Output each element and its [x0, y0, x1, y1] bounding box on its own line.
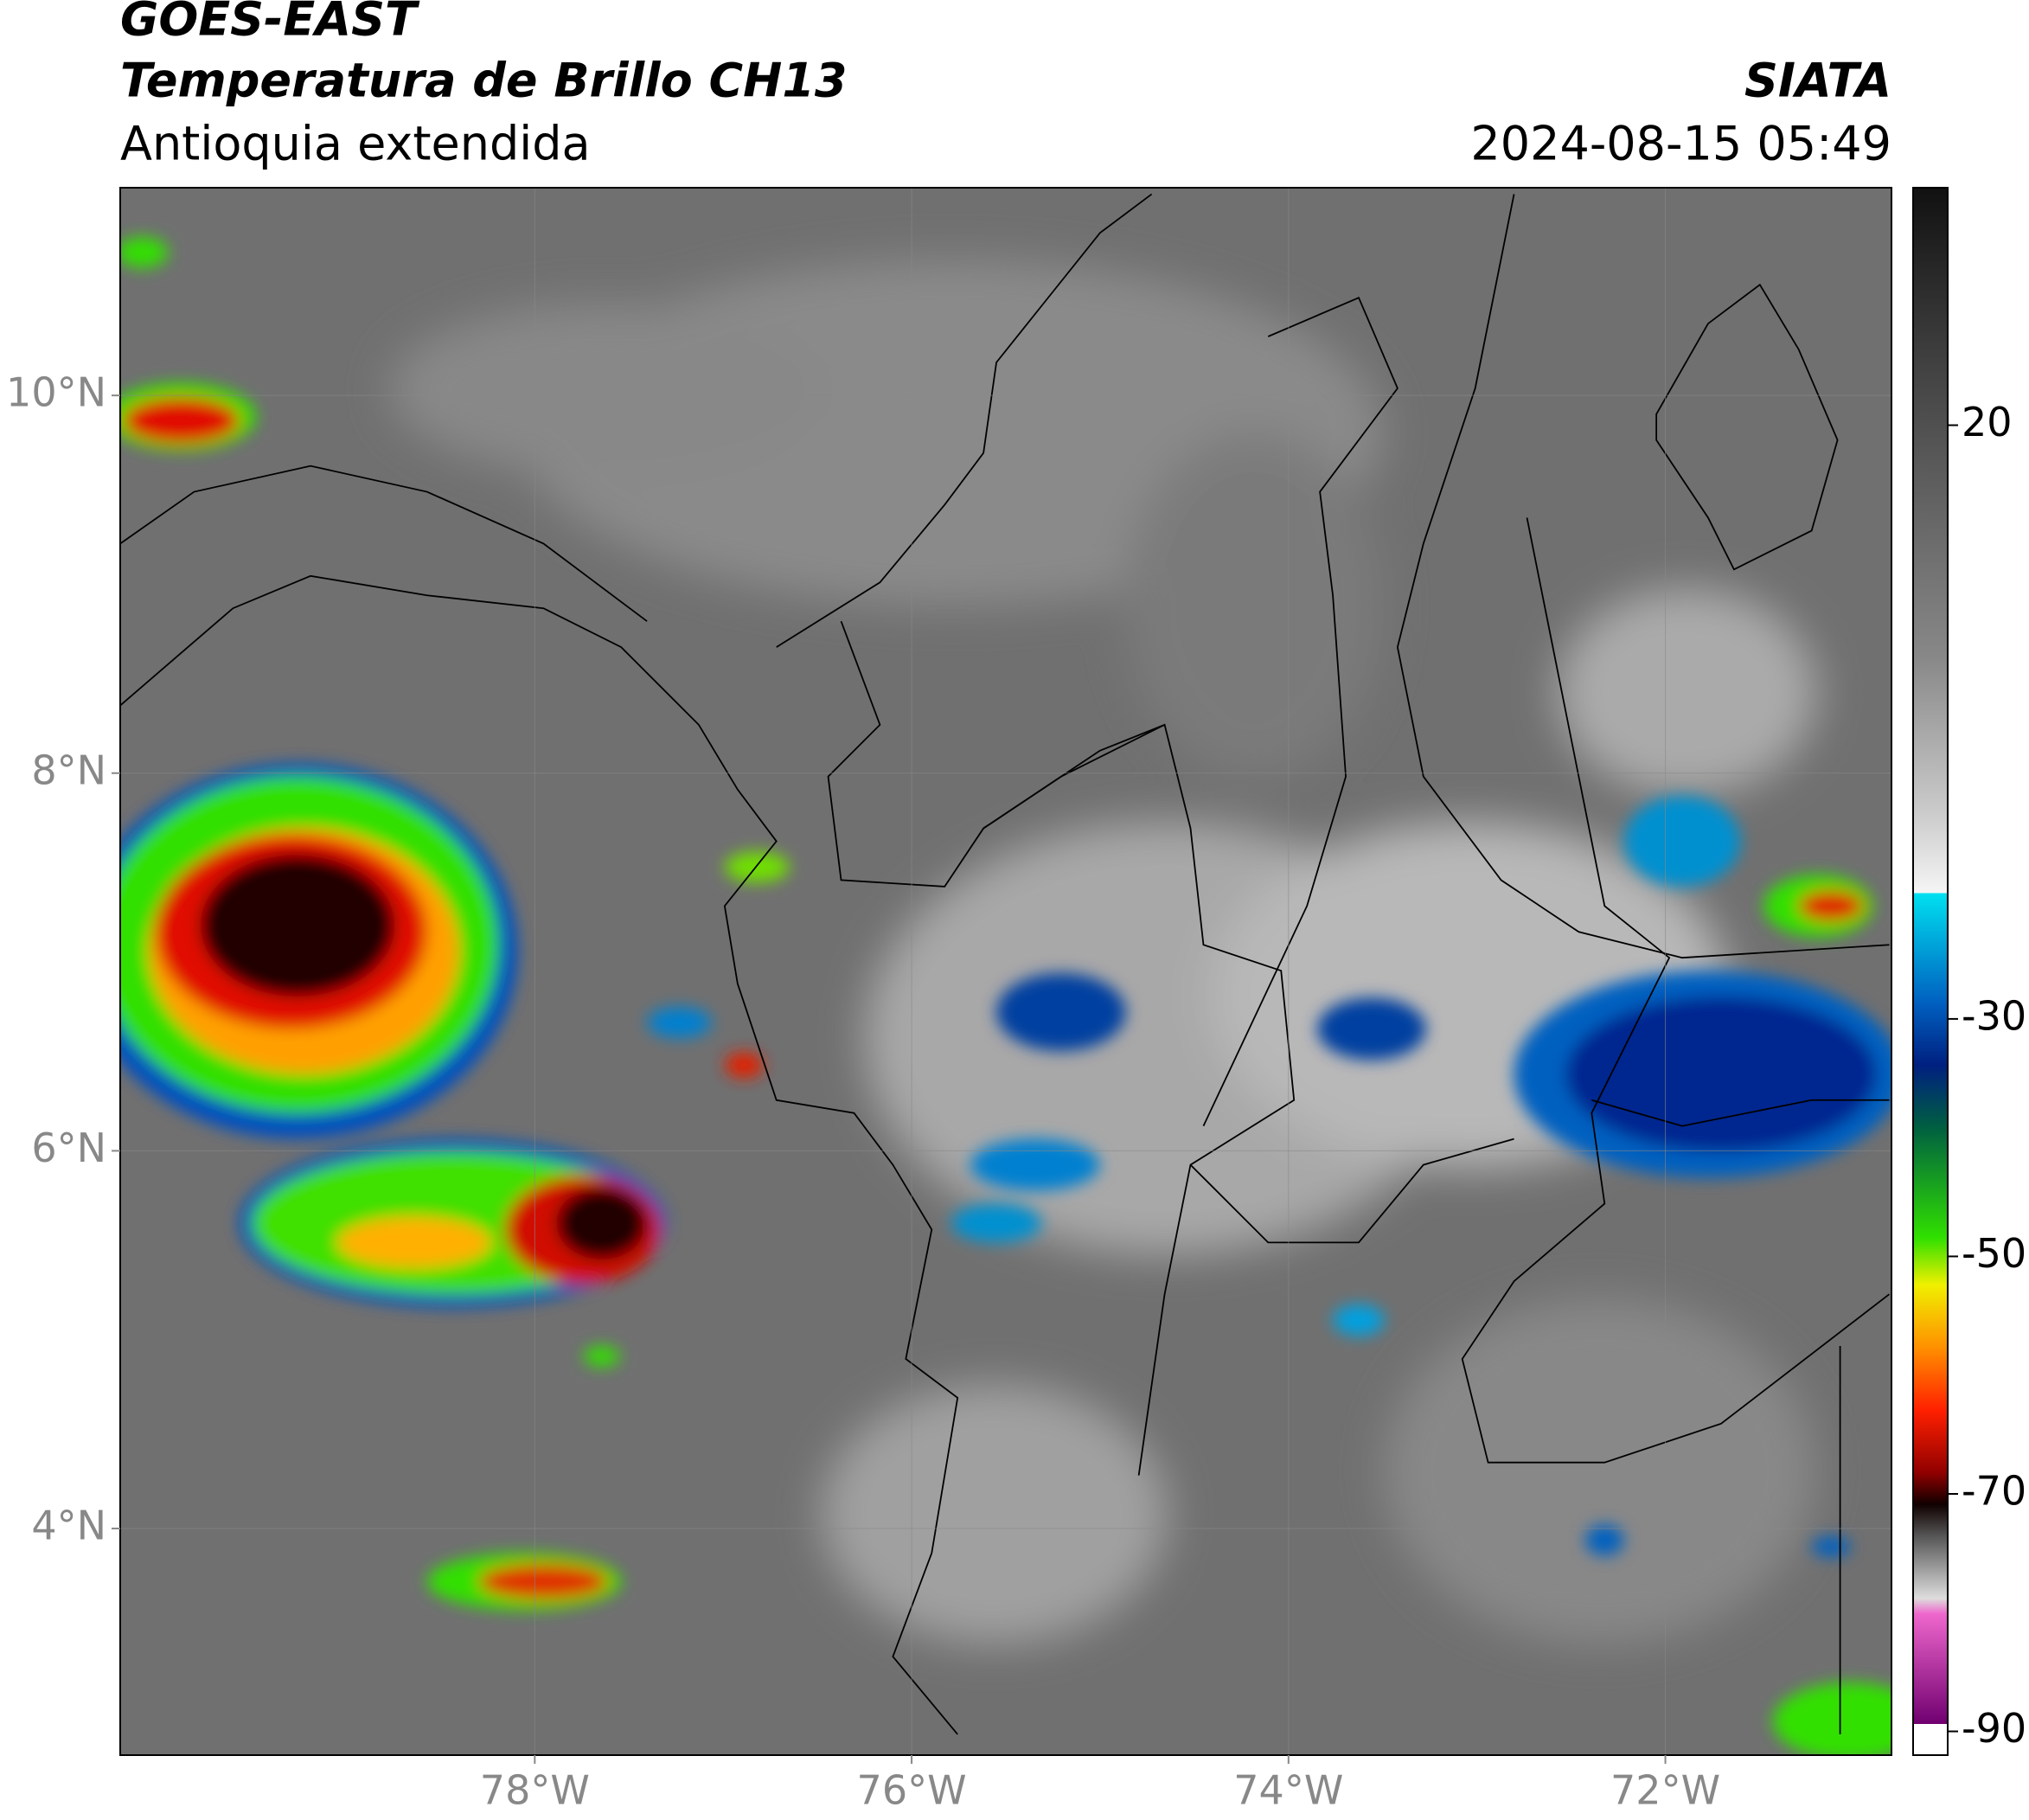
map-frame	[119, 187, 1892, 1756]
lon-tick-label: 72°W	[1610, 1767, 1720, 1814]
lat-tick-label: 8°N	[31, 747, 106, 793]
lat-tick-label: 4°N	[31, 1503, 106, 1549]
axes: 78°W 76°W 74°W 72°W 10°N 8°N 6°N 4°N	[6, 369, 1720, 1814]
convective-cells	[120, 236, 1891, 1755]
colorbar-tick-label: -90	[1962, 1705, 2026, 1752]
lat-tick-label: 6°N	[31, 1125, 106, 1171]
colorbar-tick-label: -50	[1962, 1230, 2026, 1277]
colorbar-ticks: 20 -30 -50 -70 -90	[1948, 399, 2026, 1752]
clouds	[389, 260, 1816, 1644]
colorbar-tick-label: -30	[1962, 992, 2026, 1039]
product: Temperatura de Brillo CH13	[120, 54, 848, 108]
lon-tick-label: 76°W	[857, 1767, 967, 1814]
colorbar	[1912, 187, 1949, 1756]
graticule	[120, 188, 1891, 1755]
datetime: 2024-08-15 05:49	[1470, 117, 1891, 171]
satellite: GOES-EAST	[120, 0, 420, 47]
header: GOES-EAST Temperatura de Brillo CH13 Ant…	[120, 0, 1891, 171]
map	[120, 188, 1891, 1755]
colorbar-tick-label: 20	[1962, 399, 2013, 445]
region: Antioquia extendida	[120, 117, 591, 171]
lat-tick-label: 10°N	[6, 369, 106, 416]
lon-tick-label: 78°W	[480, 1767, 590, 1814]
colorbar-tick-label: -70	[1962, 1468, 2026, 1515]
boundaries	[120, 193, 1890, 1735]
lon-tick-label: 74°W	[1233, 1767, 1343, 1814]
source: SIATA	[1744, 54, 1891, 108]
